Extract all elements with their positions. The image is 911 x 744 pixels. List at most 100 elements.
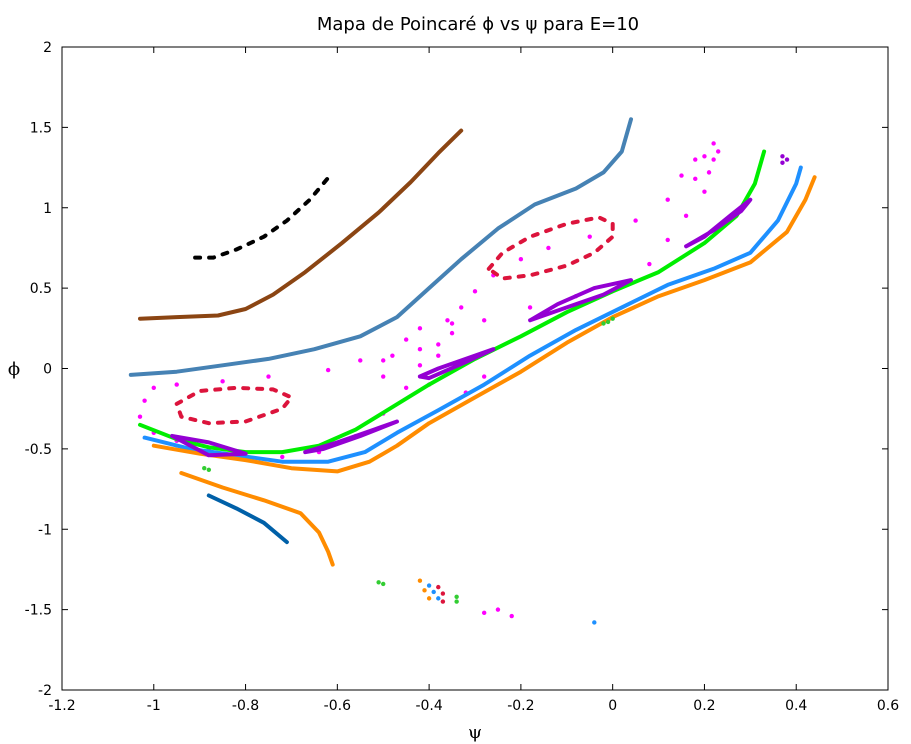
x-tick-label: -0.6 (324, 698, 351, 714)
data-point (495, 607, 501, 612)
data-point (454, 599, 459, 604)
data-point (472, 289, 478, 294)
series-curve (142, 165, 803, 464)
data-point (454, 594, 459, 599)
data-point (665, 237, 670, 243)
series-curve (206, 493, 289, 545)
series-5 (486, 215, 615, 281)
x-tick-label: -0.4 (415, 698, 442, 714)
y-tick-label: -1.5 (25, 603, 52, 619)
y-tick-label: 1 (43, 201, 52, 217)
data-point (381, 581, 386, 587)
series-8 (151, 175, 817, 474)
data-point (693, 157, 698, 162)
data-point (426, 583, 432, 588)
y-tick-label: -0.5 (25, 442, 52, 458)
series-7 (142, 165, 803, 464)
data-point (449, 330, 455, 336)
data-point (546, 245, 551, 251)
data-point (220, 379, 225, 384)
y-axis-ticks: -2 -1.5 -1 -0.5 0 0.5 1 1.5 2 (25, 40, 888, 699)
data-point (403, 385, 409, 390)
series-17 (202, 316, 615, 604)
x-tick-label: -0.8 (232, 698, 259, 714)
series-18 (417, 578, 432, 601)
series-15 (684, 197, 753, 249)
data-point (137, 414, 143, 419)
data-point (459, 305, 464, 310)
data-point (436, 596, 441, 601)
y-tick-label: -2 (38, 683, 52, 699)
data-point (706, 170, 712, 175)
data-point (445, 318, 450, 323)
x-axis-ticks: -1.2 -1 -0.8 -0.6 -0.4 -0.2 0 0.2 0.4 0.6 (48, 47, 899, 714)
data-point (417, 363, 423, 368)
series-curve (528, 278, 633, 323)
series-6 (138, 149, 767, 455)
data-point (780, 160, 785, 165)
data-point (683, 213, 689, 218)
data-point (481, 374, 487, 379)
data-point (711, 157, 716, 162)
series-curve (486, 215, 615, 281)
series-curve (138, 128, 464, 321)
x-tick-label: -1.2 (48, 698, 75, 714)
data-point (280, 454, 285, 460)
x-axis-label: ψ (468, 722, 482, 743)
series-3 (137, 141, 721, 619)
data-point (422, 588, 427, 593)
data-point (509, 613, 514, 619)
x-tick-label: 0 (608, 698, 617, 714)
data-point (481, 610, 487, 616)
data-point (711, 141, 716, 146)
series-curve (151, 175, 817, 474)
data-point (716, 149, 721, 154)
data-point (647, 261, 652, 267)
y-tick-label: -1 (38, 522, 52, 538)
series-11 (170, 434, 248, 458)
data-point (436, 353, 441, 358)
series-curve (684, 197, 753, 249)
data-point (417, 347, 423, 352)
y-tick-label: 0.5 (30, 281, 52, 297)
data-point (436, 342, 441, 347)
series-13 (417, 347, 496, 381)
y-tick-label: 0 (43, 362, 52, 378)
series-0 (193, 170, 335, 260)
data-point (202, 465, 207, 471)
data-point (679, 173, 684, 178)
data-point (693, 176, 698, 182)
x-tick-label: 0.4 (785, 698, 807, 714)
x-tick-label: 0.2 (693, 698, 715, 714)
series-curve (170, 434, 248, 458)
series-curve (417, 347, 496, 381)
series-9 (179, 471, 335, 567)
data-point (440, 599, 446, 604)
chart-title: Mapa de Poincaré ϕ vs ψ para E=10 (317, 14, 639, 35)
series-curve (138, 149, 767, 455)
x-tick-label: -1 (147, 698, 161, 714)
data-point (527, 305, 533, 310)
data-point (702, 189, 707, 194)
series-20 (436, 584, 446, 604)
series-10 (206, 493, 289, 545)
y-tick-label: 2 (43, 40, 52, 56)
x-tick-label: 0.6 (877, 698, 899, 714)
series-19 (426, 583, 597, 625)
data-point (436, 584, 441, 590)
series-1 (138, 128, 464, 321)
series-curve (174, 385, 294, 426)
data-point (325, 367, 331, 373)
series-16 (780, 154, 790, 165)
data-point (206, 467, 212, 472)
data-series (128, 117, 817, 625)
data-point (417, 578, 423, 583)
series-4 (174, 385, 294, 426)
data-point (592, 620, 597, 625)
data-point (142, 398, 147, 403)
series-14 (528, 278, 633, 323)
series-curve (303, 419, 399, 455)
data-point (518, 256, 524, 262)
data-point (601, 321, 606, 326)
